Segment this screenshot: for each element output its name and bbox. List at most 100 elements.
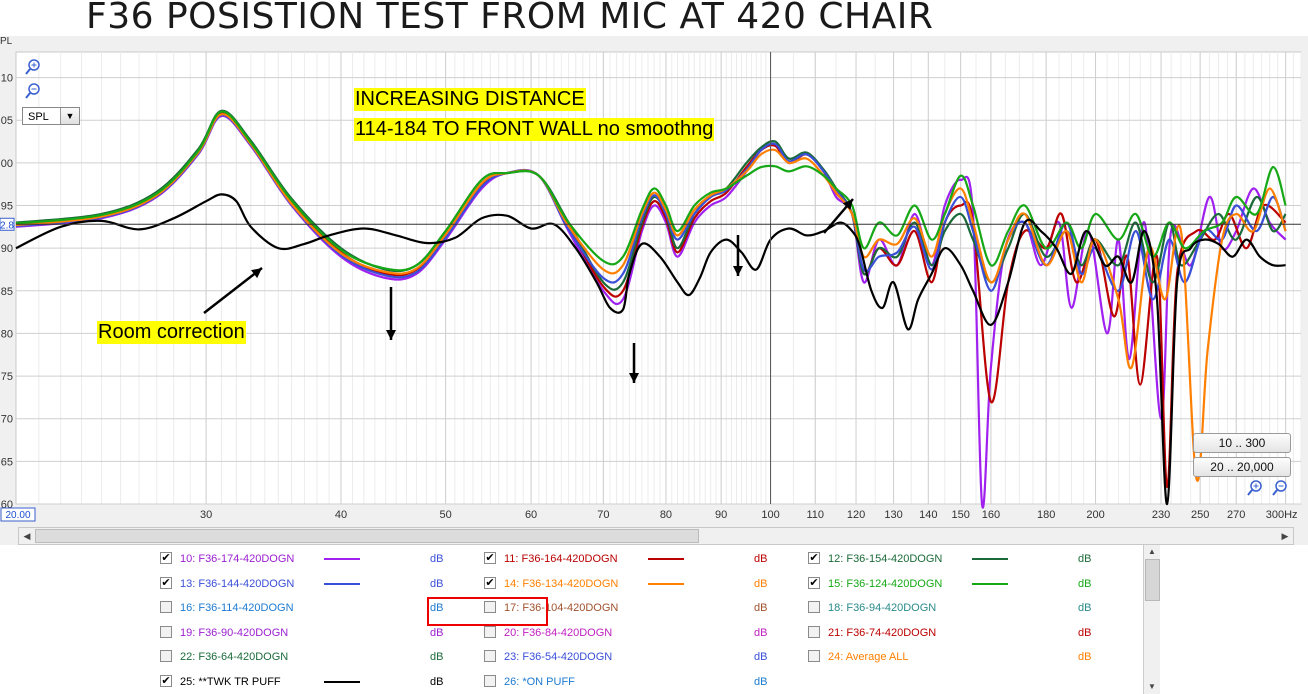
legend-item[interactable]: 20: F36-84-420DOGN dB <box>484 625 784 641</box>
legend-checkbox[interactable]: ✔ <box>808 576 820 589</box>
legend-scrollbar[interactable]: ▲ ▼ <box>1143 545 1160 694</box>
legend-unit: dB <box>1078 577 1092 590</box>
legend-unit: dB <box>430 577 444 590</box>
highlight-box <box>427 597 548 626</box>
range-10-300-button[interactable]: 10 .. 300 <box>1193 433 1291 453</box>
series-line-7 <box>15 193 1286 506</box>
zoom-out-icon-handle <box>25 92 31 99</box>
legend-checkbox[interactable] <box>484 625 496 638</box>
legend-label: 17: F36-104-420DOGN <box>504 602 619 614</box>
legend-label: 19: F36-90-420DOGN <box>180 626 289 639</box>
legend-label: 18: F36-94-420DOGN <box>828 602 937 614</box>
x-tick-label: 70 <box>597 509 609 521</box>
legend-label: 26: *ON PUFF <box>504 675 575 688</box>
legend-checkbox[interactable]: ✔ <box>808 552 820 564</box>
legend-item[interactable]: 16: F36-114-420DOGN dB <box>160 600 460 616</box>
legend-unit: dB <box>430 553 444 565</box>
legend-label: 16: F36-114-420DOGN <box>180 602 294 614</box>
x-tick-label: 250 <box>1191 509 1209 521</box>
x-tick-label: 300Hz <box>1266 509 1298 521</box>
legend-checkbox[interactable]: ✔ <box>484 576 496 589</box>
legend-checkbox[interactable] <box>484 650 496 662</box>
scroll-down-icon[interactable]: ▼ <box>1148 682 1156 691</box>
legend-item[interactable]: 21: F36-74-420DOGN dB <box>808 625 1108 641</box>
range-20-20000-button[interactable]: 20 .. 20,000 <box>1193 457 1291 477</box>
legend-item[interactable]: 19: F36-90-420DOGN dB <box>160 625 460 641</box>
y-tick-label: 95 <box>1 201 13 213</box>
legend-item[interactable]: 24: Average ALL dB <box>808 649 1108 665</box>
arrow-head <box>842 199 853 210</box>
y-unit-label: PL <box>0 36 13 47</box>
legend-label: 14: F36-134-420DOGN <box>504 577 619 590</box>
legend-item[interactable]: 26: *ON PUFF dB <box>484 674 784 690</box>
legend-label: 25: **TWK TR PUFF <box>180 675 281 688</box>
legend-item[interactable]: ✔ 10: F36-174-420DOGN dB <box>160 551 460 567</box>
legend-scroll-thumb[interactable] <box>1145 559 1160 601</box>
arrow-head <box>733 266 743 276</box>
legend-item[interactable]: ✔ 13: F36-144-420DOGN dB <box>160 576 460 592</box>
legend-line-swatch <box>972 582 1008 585</box>
legend-checkbox[interactable] <box>484 601 496 613</box>
scroll-right-icon[interactable]: ▶ <box>1281 531 1289 541</box>
legend-checkbox[interactable] <box>160 650 172 662</box>
legend-unit: dB <box>1078 602 1092 614</box>
legend-item[interactable]: 18: F36-94-420DOGN dB <box>808 600 1108 616</box>
x-tick-label: 40 <box>335 509 347 521</box>
legend-unit: dB <box>754 602 768 614</box>
legend-line-swatch <box>324 558 360 560</box>
arrow-head <box>386 330 396 340</box>
spl-select[interactable]: SPL ▼ <box>22 107 80 125</box>
zoom-in-icon-handle <box>1247 489 1253 496</box>
legend-item[interactable]: ✔ 11: F36-164-420DOGN dB <box>484 551 784 567</box>
legend-item[interactable]: 17: F36-104-420DOGN dB <box>484 600 784 616</box>
chevron-down-icon[interactable]: ▼ <box>60 108 79 124</box>
legend-checkbox[interactable]: ✔ <box>160 674 172 687</box>
legend-label: 10: F36-174-420DOGN <box>180 553 295 565</box>
x-tick-label: 270 <box>1227 509 1245 521</box>
legend-label: 22: F36-64-420DOGN <box>180 651 289 663</box>
legend-unit: dB <box>430 675 444 688</box>
legend-label: 13: F36-144-420DOGN <box>180 577 295 590</box>
legend-unit: dB <box>430 626 444 639</box>
x-tick-label: 80 <box>660 509 672 521</box>
zoom-in-icon-handle <box>25 68 31 75</box>
legend-checkbox[interactable] <box>484 674 496 687</box>
legend-checkbox[interactable] <box>160 625 172 638</box>
legend-label: 15: F36-124-420DOGN <box>828 577 943 590</box>
x-tick-label: 120 <box>847 509 865 521</box>
y-tick-label: 10 <box>1 73 13 85</box>
legend-checkbox[interactable] <box>808 650 820 662</box>
annotation-arrow <box>203 267 263 314</box>
legend-item[interactable]: ✔ 12: F36-154-420DOGN dB <box>808 551 1108 567</box>
y-tick-label: 00 <box>1 158 13 170</box>
legend-unit: dB <box>754 626 768 639</box>
legend-item[interactable]: 22: F36-64-420DOGN dB <box>160 649 460 665</box>
legend-checkbox[interactable]: ✔ <box>160 552 172 564</box>
horizontal-scrollbar[interactable]: ◀ ▶ <box>18 527 1294 545</box>
scroll-up-icon[interactable]: ▲ <box>1148 547 1156 556</box>
legend-item[interactable]: ✔ 15: F36-124-420DOGN dB <box>808 576 1108 592</box>
scroll-thumb[interactable] <box>35 529 699 543</box>
legend-checkbox[interactable] <box>808 625 820 638</box>
legend-item[interactable]: ✔ 14: F36-134-420DOGN dB <box>484 576 784 592</box>
zoom-out-icon-handle <box>1272 489 1278 496</box>
scroll-left-icon[interactable]: ◀ <box>23 531 31 541</box>
legend-checkbox[interactable] <box>808 601 820 613</box>
legend-line-swatch <box>648 558 684 560</box>
x-tick-label: 50 <box>439 509 451 521</box>
legend-label: 11: F36-164-420DOGN <box>504 553 618 565</box>
legend-label: 12: F36-154-420DOGN <box>828 553 943 565</box>
y-tick-label: 65 <box>1 456 13 468</box>
legend-item[interactable]: 23: F36-54-420DOGN dB <box>484 649 784 665</box>
legend-checkbox[interactable]: ✔ <box>484 552 496 564</box>
legend-unit: dB <box>754 577 768 590</box>
legend-checkbox[interactable]: ✔ <box>160 576 172 589</box>
legend-line-swatch <box>324 680 360 683</box>
y-tick-label: 85 <box>1 286 13 298</box>
x-tick-label: 30 <box>200 509 212 521</box>
legend-checkbox[interactable] <box>160 601 172 613</box>
graph-area[interactable]: 30 40 50 60 70 80 90 100 110 120 130 140 150 160 180 20… <box>0 0 1308 545</box>
x-tick-label: 110 <box>806 509 824 521</box>
legend-item[interactable]: ✔ 25: **TWK TR PUFF dB <box>160 674 460 690</box>
x-tick-label: 230 <box>1152 509 1170 521</box>
